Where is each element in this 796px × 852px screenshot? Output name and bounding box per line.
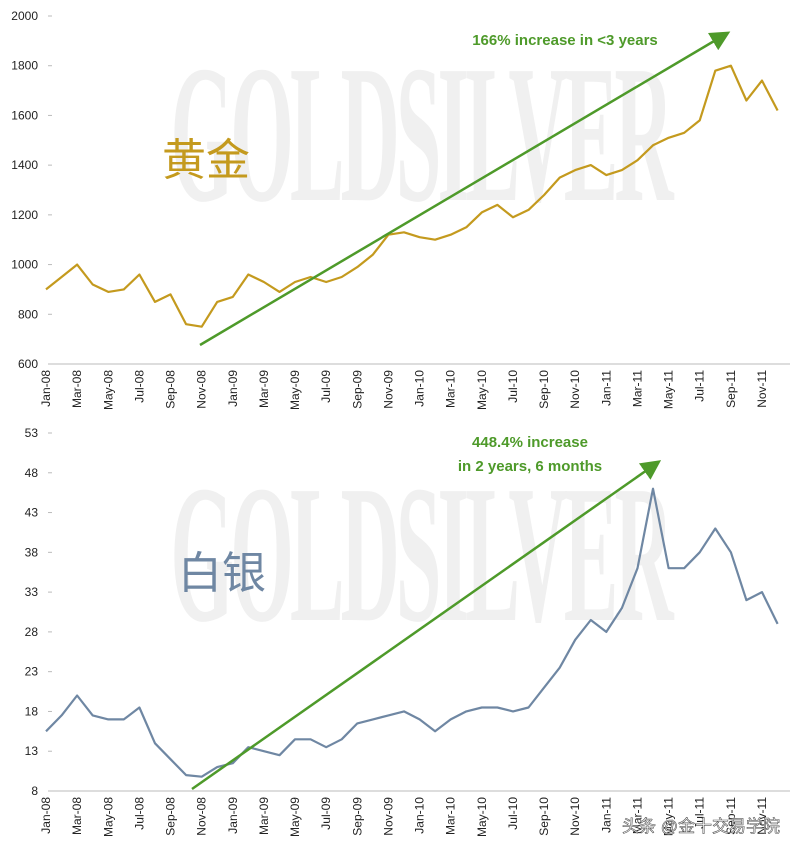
x-tick-label: Mar-11 (630, 370, 644, 407)
x-tick-label: Jan-10 (413, 370, 427, 407)
x-tick-label: Sep-11 (724, 797, 738, 835)
x-tick-label: Jan-08 (39, 797, 53, 834)
x-tick-label: Nov-11 (755, 797, 769, 835)
x-tick-label: Jul-10 (506, 797, 520, 830)
y-tick-label: 1400 (11, 158, 38, 172)
y-tick-label: 48 (25, 466, 39, 480)
x-tick-label: Jul-09 (319, 370, 333, 403)
y-tick-label: 2000 (11, 9, 38, 23)
y-tick-label: 28 (25, 625, 39, 639)
x-tick-label: Jan-09 (226, 797, 240, 834)
x-tick-label: Mar-08 (70, 370, 84, 408)
x-tick-label: May-09 (288, 370, 302, 410)
watermark: GOLDSILVER (170, 25, 674, 243)
x-tick-label: Jan-10 (413, 797, 427, 834)
x-tick-label: Sep-09 (350, 370, 364, 409)
x-tick-label: May-11 (662, 797, 676, 836)
x-tick-label: May-10 (475, 797, 489, 837)
x-tick-label: Jan-11 (599, 370, 613, 406)
x-tick-label: Jan-08 (39, 370, 53, 407)
x-tick-label: May-11 (662, 370, 676, 409)
y-tick-label: 33 (25, 585, 39, 599)
y-tick-label: 1800 (11, 59, 38, 73)
y-tick-label: 13 (25, 744, 39, 758)
x-tick-label: May-08 (101, 797, 115, 837)
x-tick-label: Mar-09 (257, 370, 271, 408)
x-tick-label: Jan-09 (226, 370, 240, 407)
x-tick-label: Jan-11 (599, 797, 613, 833)
credit: 头条 @金十交易学院 (622, 817, 780, 836)
y-tick-label: 600 (18, 357, 38, 371)
x-tick-label: Sep-09 (350, 797, 364, 836)
x-tick-label: Mar-09 (257, 797, 271, 835)
y-tick-label: 23 (25, 665, 39, 679)
x-tick-label: Jul-08 (132, 370, 146, 403)
trend-arrow (199, 31, 731, 347)
chart-title: 黄金 (162, 135, 250, 186)
x-tick-label: Mar-10 (444, 370, 458, 408)
x-tick-label: Nov-10 (568, 797, 582, 836)
x-tick-label: Mar-08 (70, 797, 84, 835)
x-tick-label: Nov-09 (381, 370, 395, 409)
x-tick-label: Jul-11 (693, 797, 707, 829)
x-tick-label: Nov-08 (195, 370, 209, 409)
x-tick-label: Sep-10 (537, 370, 551, 409)
x-tick-label: Jul-11 (693, 370, 707, 402)
x-tick-label: Jul-09 (319, 797, 333, 830)
x-tick-label: Sep-11 (724, 370, 738, 408)
x-tick-label: Nov-11 (755, 370, 769, 408)
x-tick-label: Nov-09 (381, 797, 395, 836)
y-tick-label: 53 (25, 426, 39, 440)
annotation: 448.4% increase (472, 434, 588, 451)
y-tick-label: 800 (18, 307, 38, 321)
x-tick-label: May-09 (288, 797, 302, 837)
x-tick-label: Mar-10 (444, 797, 458, 835)
x-tick-label: Jul-08 (132, 797, 146, 830)
x-tick-label: May-08 (101, 370, 115, 410)
annotation: in 2 years, 6 months (458, 458, 602, 475)
x-tick-label: Sep-10 (537, 797, 551, 836)
y-tick-label: 1000 (11, 258, 38, 272)
x-tick-label: Jul-10 (506, 370, 520, 403)
y-tick-label: 43 (25, 506, 39, 520)
chart-title: 白银 (178, 548, 266, 599)
x-tick-label: May-10 (475, 370, 489, 410)
annotation: 166% increase in <3 years (472, 32, 658, 49)
data-line (45, 487, 779, 778)
x-tick-label: Mar-11 (630, 797, 644, 834)
y-tick-label: 1200 (11, 208, 38, 222)
trend-arrow (191, 460, 662, 791)
y-tick-label: 8 (31, 784, 38, 798)
y-tick-label: 38 (25, 545, 39, 559)
x-tick-label: Sep-08 (164, 797, 178, 836)
y-tick-label: 1600 (11, 108, 38, 122)
y-tick-label: 18 (25, 704, 39, 718)
x-tick-label: Nov-10 (568, 370, 582, 409)
x-tick-label: Nov-08 (195, 797, 209, 836)
data-line (45, 64, 779, 328)
x-tick-label: Sep-08 (164, 370, 178, 409)
